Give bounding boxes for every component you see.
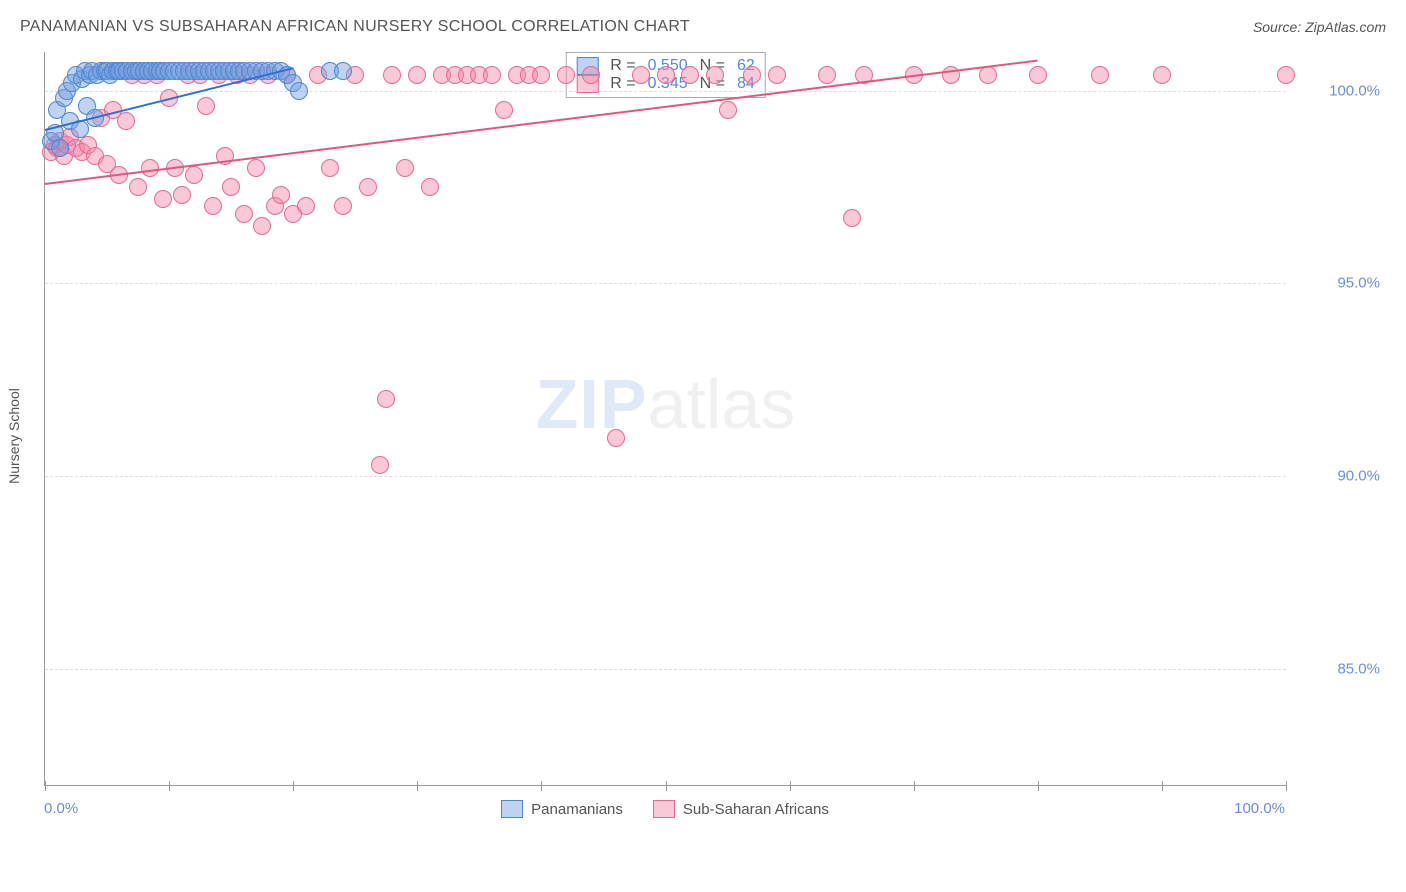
scatter-point-series2 [1091,66,1109,84]
scatter-point-series2 [979,66,997,84]
x-tick [541,781,542,791]
scatter-point-series2 [818,66,836,84]
scatter-point-series2 [247,159,265,177]
y-tick-label: 100.0% [1290,82,1380,99]
scatter-point-series2 [297,197,315,215]
scatter-point-series2 [408,66,426,84]
scatter-point-series2 [141,159,159,177]
scatter-point-series2 [743,66,761,84]
scatter-point-series2 [334,197,352,215]
x-tick [1286,781,1287,791]
scatter-point-series2 [235,205,253,223]
x-tick [169,781,170,791]
scatter-point-series2 [632,66,650,84]
scatter-point-series2 [706,66,724,84]
scatter-point-series2 [1153,66,1171,84]
swatch-series2 [653,800,675,818]
y-axis-label: Nursery School [6,388,22,484]
scatter-point-series2 [719,101,737,119]
scatter-point-series1 [334,62,352,80]
scatter-point-series2 [222,178,240,196]
scatter-point-series1 [290,82,308,100]
watermark-right: atlas [648,365,796,443]
x-tick [45,781,46,791]
scatter-point-series2 [129,178,147,196]
scatter-point-series2 [154,190,172,208]
scatter-point-series2 [396,159,414,177]
y-tick-label: 90.0% [1290,468,1380,485]
scatter-point-series2 [557,66,575,84]
gridline [45,91,1286,92]
gridline [45,283,1286,284]
scatter-point-series2 [321,159,339,177]
scatter-point-series2 [582,66,600,84]
y-tick-label: 95.0% [1290,275,1380,292]
legend-label: Sub-Saharan Africans [683,801,829,818]
x-tick [1038,781,1039,791]
scatter-point-series1 [51,139,69,157]
chart-area: Nursery School ZIPatlas R = 0.550 N = 62… [44,46,1386,826]
x-tick [417,781,418,791]
scatter-point-series2 [204,197,222,215]
scatter-point-series2 [607,429,625,447]
scatter-point-series2 [843,209,861,227]
scatter-point-series2 [657,66,675,84]
scatter-point-series2 [359,178,377,196]
gridline [45,476,1286,477]
x-tick [914,781,915,791]
scatter-point-series2 [532,66,550,84]
scatter-point-series2 [421,178,439,196]
gridline [45,669,1286,670]
scatter-point-series2 [117,112,135,130]
scatter-point-series2 [371,456,389,474]
x-tick [1162,781,1163,791]
legend-item: Panamanians [501,800,623,818]
swatch-series1 [501,800,523,818]
scatter-point-series2 [383,66,401,84]
scatter-point-series2 [1029,66,1047,84]
scatter-point-series2 [253,217,271,235]
chart-title: PANAMANIAN VS SUBSAHARAN AFRICAN NURSERY… [20,18,690,36]
x-tick [293,781,294,791]
watermark-left: ZIP [536,365,648,443]
scatter-point-series2 [173,186,191,204]
source-label: Source: ZipAtlas.com [1253,19,1386,35]
legend-item: Sub-Saharan Africans [653,800,829,818]
watermark: ZIPatlas [536,364,796,444]
scatter-point-series2 [377,390,395,408]
x-tick [790,781,791,791]
scatter-point-series2 [272,186,290,204]
scatter-point-series2 [483,66,501,84]
scatter-point-series2 [197,97,215,115]
x-tick [666,781,667,791]
plot-area: ZIPatlas R = 0.550 N = 62 R = 0.345 N = … [44,52,1286,786]
y-tick-label: 85.0% [1290,661,1380,678]
scatter-point-series2 [768,66,786,84]
scatter-point-series2 [681,66,699,84]
scatter-point-series2 [185,166,203,184]
legend-label: Panamanians [531,801,623,818]
scatter-point-series2 [495,101,513,119]
bottom-legend: Panamanians Sub-Saharan Africans [44,800,1286,818]
